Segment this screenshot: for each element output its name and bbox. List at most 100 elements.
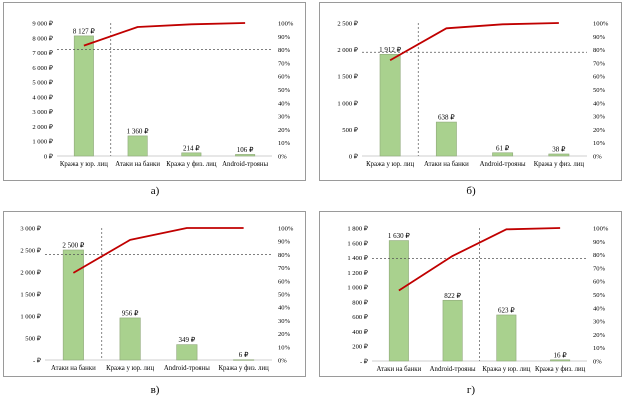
y-tick-label: 1 800 ₽ <box>347 225 368 233</box>
cumulative-percent-line <box>72 227 244 274</box>
chart-panel-a-frame <box>3 2 306 181</box>
y2-tick-label: 10% <box>593 345 606 352</box>
y2-tick-label: 0% <box>593 359 602 366</box>
y2-tick-label: 30% <box>593 114 606 121</box>
y2-tick-label: 80% <box>278 252 291 259</box>
y2-tick-label: 90% <box>593 239 606 246</box>
y-tick-label: 2 000 ₽ <box>32 123 53 131</box>
bar <box>388 240 409 362</box>
caption-a: а) <box>150 185 160 197</box>
y2-tick-label: 60% <box>593 279 606 286</box>
bar-value-label: 6 ₽ <box>239 351 249 359</box>
y-tick-label: 1 000 ₽ <box>32 138 53 146</box>
y2-tick-label: 0% <box>278 154 287 161</box>
bar-value-label: 2 500 ₽ <box>62 242 85 250</box>
y2-tick-label: 20% <box>593 127 606 134</box>
y2-tick-label: 10% <box>278 344 291 351</box>
y2-tick-label: 50% <box>593 292 606 299</box>
category-label: Кража у физ. лиц <box>535 366 586 373</box>
y-tick-label: 2 000 ₽ <box>337 46 358 54</box>
y-tick-label: 3 000 ₽ <box>32 108 53 116</box>
y2-tick-label: 10% <box>278 140 291 147</box>
y-tick-label: 2 000 ₽ <box>20 269 41 277</box>
y-tick-label: 2 500 ₽ <box>20 247 41 255</box>
bar <box>233 359 255 361</box>
category-label: Android-трояны <box>164 365 210 372</box>
y2-tick-label: 60% <box>278 278 291 285</box>
chart-panel-d-frame <box>319 211 622 377</box>
y2-tick-label: 30% <box>593 319 606 326</box>
y2-tick-label: 0% <box>278 358 287 365</box>
category-label: Android-трояны <box>222 161 268 168</box>
y2-tick-label: 40% <box>593 305 606 312</box>
bar <box>119 317 141 361</box>
category-label: Android-трояны <box>480 161 526 168</box>
bar <box>442 299 463 362</box>
y2-tick-label: 40% <box>593 100 606 107</box>
bar-value-label: 16 ₽ <box>554 351 568 359</box>
y2-tick-label: 90% <box>278 239 291 246</box>
bar-value-label: 1 360 ₽ <box>127 127 150 135</box>
y-tick-label: 1 000 ₽ <box>337 99 358 107</box>
bar <box>379 53 401 157</box>
y2-tick-label: 80% <box>593 47 606 54</box>
category-label: Кража у юр. лиц <box>482 366 530 373</box>
y-tick-label: 0 ₽ <box>349 153 359 161</box>
y-tick-label: - ₽ <box>33 357 42 365</box>
category-label: Атаки на банки <box>377 366 422 373</box>
y2-tick-label: 20% <box>278 331 291 338</box>
category-label: Кража у физ. лиц <box>166 161 217 168</box>
y2-tick-label: 80% <box>278 47 291 54</box>
bar <box>548 153 570 157</box>
y2-tick-label: 60% <box>593 74 606 81</box>
bar-value-label: 214 ₽ <box>183 144 200 152</box>
category-label: Кража у юр. лиц <box>60 161 108 168</box>
bar-value-label: 349 ₽ <box>179 336 196 344</box>
y-tick-label: 8 000 ₽ <box>32 34 53 42</box>
y2-tick-label: 10% <box>593 140 606 147</box>
category-label: Android-трояны <box>430 366 476 373</box>
caption-b: б) <box>466 185 476 197</box>
y-tick-label: 400 ₽ <box>352 328 369 336</box>
bar-value-label: 822 ₽ <box>444 292 461 300</box>
chart-panel-b-frame <box>319 2 622 181</box>
bar <box>176 344 198 361</box>
y-tick-label: 2 500 ₽ <box>337 20 358 28</box>
y-tick-label: 4 000 ₽ <box>32 93 53 101</box>
category-label: Атаки на банки <box>424 161 469 168</box>
y-tick-label: 1 400 ₽ <box>347 254 368 262</box>
bar <box>550 359 571 362</box>
cumulative-percent-line <box>398 227 561 292</box>
caption-c: в) <box>150 384 160 396</box>
bar <box>496 314 517 362</box>
y-tick-label: 500 ₽ <box>25 335 42 343</box>
y2-tick-label: 40% <box>278 100 291 107</box>
y-tick-label: 1 500 ₽ <box>20 291 41 299</box>
y2-tick-label: 0% <box>593 154 602 161</box>
y-tick-label: 1 000 ₽ <box>347 284 368 292</box>
bar-value-label: 106 ₽ <box>237 146 254 154</box>
category-label: Кража у юр. лиц <box>366 161 414 168</box>
cumulative-percent-line <box>83 22 246 47</box>
y2-tick-label: 20% <box>278 127 291 134</box>
y2-tick-label: 90% <box>278 34 291 41</box>
y2-tick-label: 100% <box>593 21 609 28</box>
y-tick-label: 800 ₽ <box>352 298 369 306</box>
y2-tick-label: 40% <box>278 305 291 312</box>
bar-value-label: 638 ₽ <box>438 114 455 122</box>
y-tick-label: 500 ₽ <box>342 126 359 134</box>
y2-tick-label: 100% <box>278 21 294 28</box>
category-label: Атаки на банки <box>51 365 96 372</box>
y-tick-label: 1 200 ₽ <box>347 269 368 277</box>
category-label: Кража у юр. лиц <box>106 365 154 372</box>
bar-value-label: 8 127 ₽ <box>73 27 96 35</box>
y2-tick-label: 50% <box>593 87 606 94</box>
bar-value-label: 1 912 ₽ <box>379 46 402 54</box>
y2-tick-label: 80% <box>593 252 606 259</box>
y-tick-label: - ₽ <box>360 358 369 366</box>
y2-tick-label: 50% <box>278 292 291 299</box>
y2-tick-label: 100% <box>278 226 294 233</box>
category-label: Кража у физ. лиц <box>534 161 585 168</box>
category-label: Атаки на банки <box>115 161 160 168</box>
